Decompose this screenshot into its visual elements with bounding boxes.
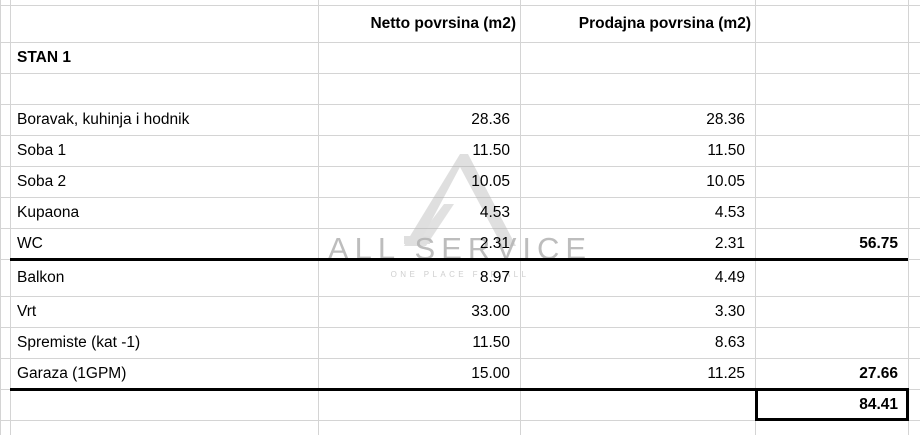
cell-netto[interactable]: 11.50 (472, 141, 510, 159)
column-header-prodajna: Prodajna povrsina (m2) (578, 14, 751, 32)
row-label[interactable]: Soba 1 (17, 141, 67, 159)
gridline-vertical (10, 0, 11, 435)
cell-netto[interactable]: 10.05 (471, 172, 510, 190)
row-label[interactable]: Soba 2 (17, 172, 67, 190)
gridline-vertical (755, 0, 756, 435)
gridline-horizontal (0, 42, 920, 43)
cell-prodajna[interactable]: 8.63 (714, 333, 745, 351)
cell-subtotal[interactable]: 27.66 (859, 364, 898, 382)
cell-netto[interactable]: 4.53 (479, 203, 510, 221)
cell-netto[interactable]: 15.00 (471, 364, 510, 382)
gridline-horizontal (0, 135, 920, 136)
gridline-vertical (0, 0, 1, 435)
subtotal-rule-lower (10, 388, 908, 391)
cell-prodajna[interactable]: 3.30 (714, 302, 745, 320)
cell-prodajna[interactable]: 28.36 (706, 110, 745, 128)
gridline-horizontal (0, 166, 920, 167)
cell-prodajna[interactable]: 2.31 (714, 234, 745, 252)
row-label[interactable]: Spremiste (kat -1) (17, 333, 141, 351)
cell-subtotal[interactable]: 56.75 (859, 234, 898, 252)
cell-prodajna[interactable]: 11.50 (707, 141, 745, 159)
cell-netto[interactable]: 8.97 (479, 268, 510, 286)
gridline-horizontal (0, 327, 920, 328)
column-header-netto: Netto povrsina (m2) (370, 14, 516, 32)
gridline-vertical (318, 0, 319, 435)
cell-netto[interactable]: 28.36 (471, 110, 510, 128)
section-title-stan-1: STAN 1 (17, 48, 71, 66)
row-label[interactable]: WC (17, 234, 43, 252)
row-label[interactable]: Boravak, kuhinja i hodnik (17, 110, 190, 128)
cell-prodajna[interactable]: 10.05 (706, 172, 745, 190)
cell-prodajna[interactable]: 4.53 (714, 203, 745, 221)
gridline-horizontal (0, 358, 920, 359)
row-label[interactable]: Vrt (17, 302, 37, 320)
cell-grand-total[interactable]: 84.41 (859, 395, 898, 413)
subtotal-rule-upper (10, 258, 908, 261)
cell-netto[interactable]: 33.00 (471, 302, 510, 320)
gridline-horizontal (0, 228, 920, 229)
gridline-horizontal (0, 5, 920, 6)
gridline-horizontal (0, 296, 920, 297)
row-label[interactable]: Kupaona (17, 203, 80, 221)
gridline-horizontal (0, 73, 920, 74)
cell-netto[interactable]: 2.31 (479, 234, 510, 252)
grand-total-box (755, 388, 909, 421)
gridline-horizontal (0, 420, 920, 421)
cell-prodajna[interactable]: 4.49 (714, 268, 745, 286)
gridline-horizontal (0, 104, 920, 105)
cell-prodajna[interactable]: 11.25 (707, 364, 745, 382)
gridline-vertical (908, 0, 909, 435)
cell-netto[interactable]: 11.50 (472, 333, 510, 351)
gridline-horizontal (0, 197, 920, 198)
gridline-vertical (520, 0, 521, 435)
row-label[interactable]: Balkon (17, 268, 65, 286)
row-label[interactable]: Garaza (1GPM) (17, 364, 127, 382)
